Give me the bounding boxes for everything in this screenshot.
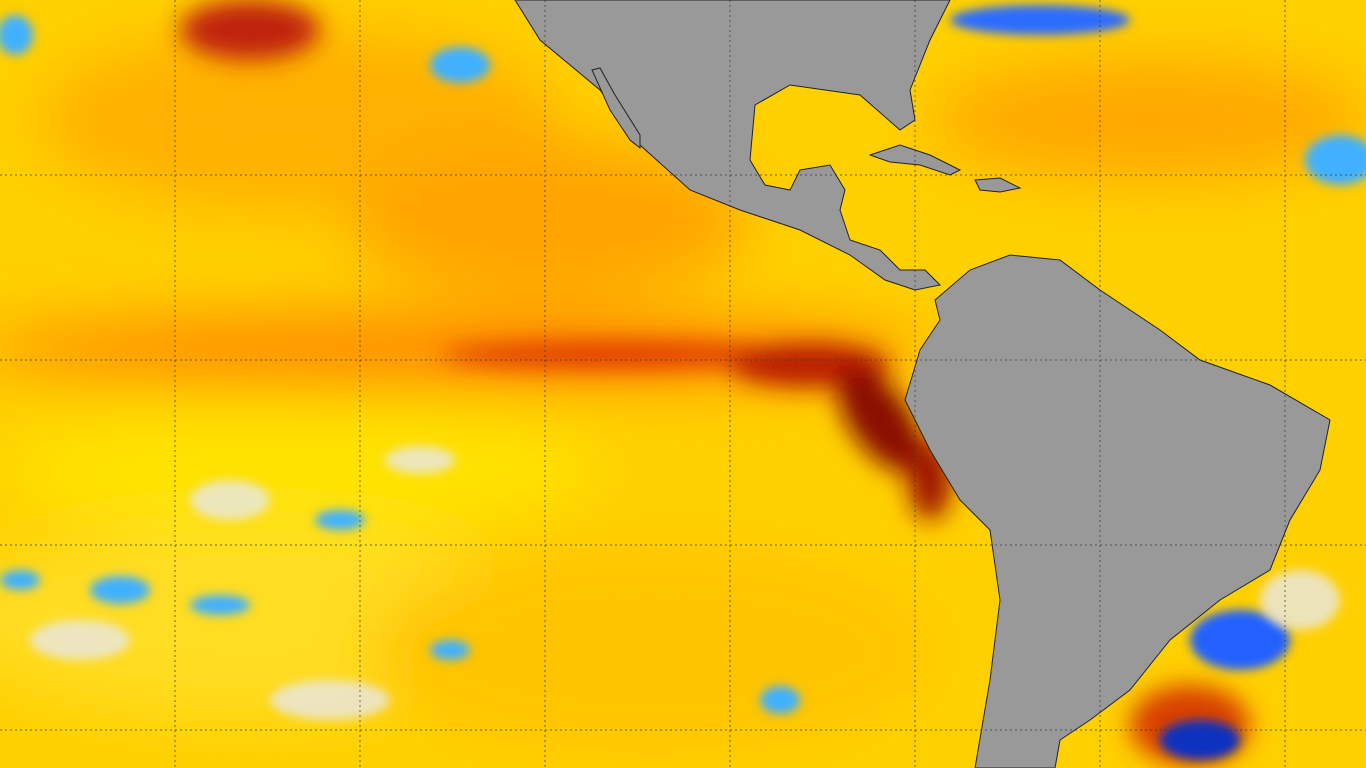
north-america: [514, 0, 951, 291]
south-america: [904, 254, 1331, 768]
baja-california: [591, 67, 641, 150]
land: [514, 0, 1331, 768]
hispaniola: [974, 177, 1022, 193]
